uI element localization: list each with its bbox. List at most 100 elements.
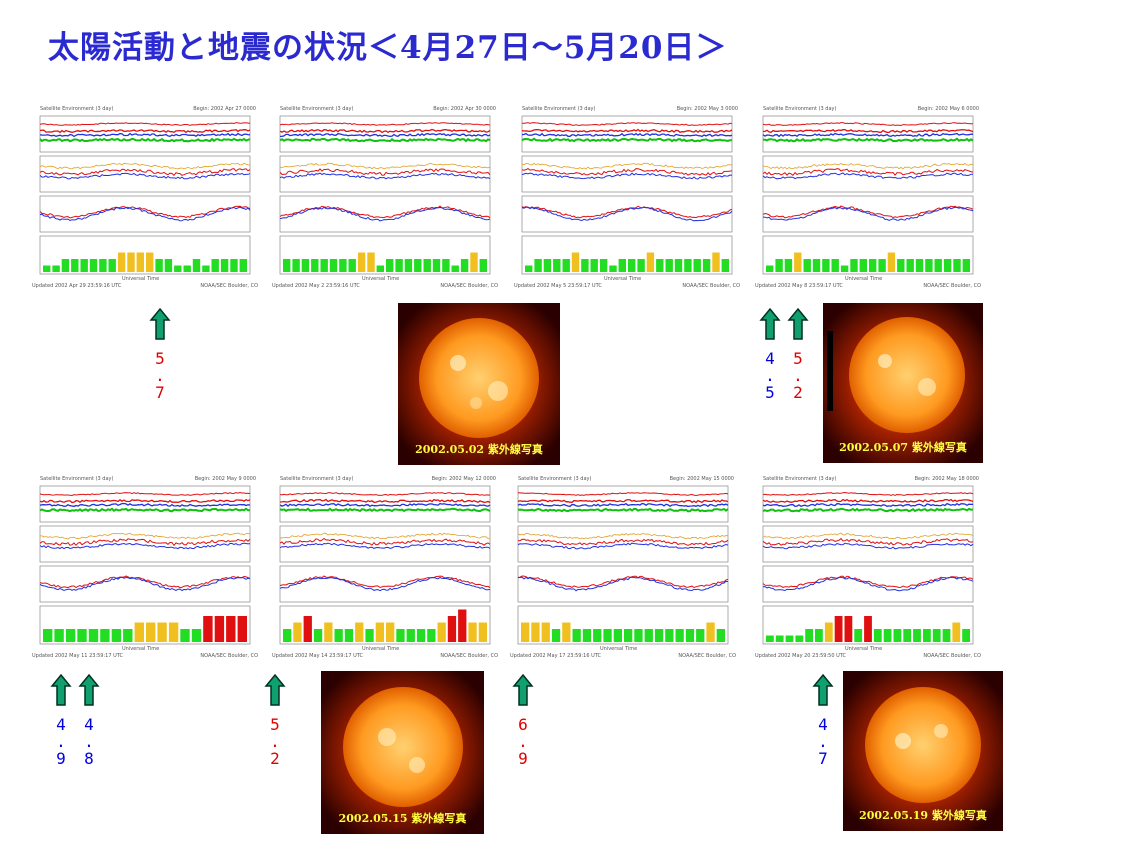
- quake-magnitude: 6.9: [518, 715, 528, 768]
- data-series-line: [521, 206, 733, 222]
- panel-plot: [762, 485, 974, 645]
- kp-index-bar: [168, 622, 179, 642]
- panel-begin-date: Begin: 2002 May 15 0000: [669, 476, 734, 482]
- data-series-line: [279, 122, 491, 126]
- kp-index-bar: [582, 629, 592, 642]
- data-series-line: [39, 129, 251, 134]
- data-series-line: [762, 205, 974, 219]
- kp-index-bar: [831, 259, 839, 272]
- kp-index-bar: [923, 629, 931, 642]
- kp-index-bar: [136, 252, 144, 272]
- panel-begin-date: Begin: 2002 Apr 30 0000: [433, 106, 496, 112]
- kp-index-bar: [447, 616, 457, 642]
- data-series-line: [762, 206, 974, 221]
- kp-index-bar: [815, 629, 823, 642]
- kp-index-bar: [644, 629, 653, 642]
- data-series-line: [762, 507, 974, 513]
- kp-index-bar: [52, 265, 60, 272]
- kp-index-bar: [89, 259, 98, 272]
- kp-index-bar: [654, 629, 664, 642]
- kp-index-bar: [581, 259, 589, 272]
- data-series-line: [39, 205, 251, 219]
- panel-axis-label: Universal Time: [122, 276, 160, 282]
- panel-axis-label: Universal Time: [845, 646, 883, 652]
- kp-index-bar: [878, 259, 886, 272]
- kp-index-bar: [613, 629, 622, 642]
- kp-index-bar: [859, 259, 867, 272]
- data-series-line: [279, 128, 491, 134]
- kp-index-bar: [784, 259, 793, 272]
- plot-frame: [521, 195, 733, 233]
- kp-index-bar: [551, 629, 561, 642]
- kp-index-bar: [406, 629, 415, 642]
- data-series-line: [279, 132, 491, 138]
- kp-index-bar: [603, 629, 612, 642]
- kp-index-bar: [775, 259, 783, 272]
- kp-index-bar: [365, 629, 374, 642]
- kp-index-bar: [395, 259, 403, 272]
- panel-header: Satellite Environment (3 day): [522, 106, 596, 112]
- kp-index-bar: [99, 259, 107, 272]
- data-series-line: [279, 205, 491, 219]
- panel-axis-label: Universal Time: [845, 276, 883, 282]
- plot-frame: [279, 195, 491, 233]
- data-series-line: [521, 137, 732, 143]
- data-series-line: [762, 163, 974, 170]
- kp-index-bar: [220, 259, 229, 272]
- kp-index-bar: [230, 259, 238, 272]
- kp-index-bar: [427, 629, 436, 642]
- kp-index-bar: [416, 629, 426, 642]
- panel-header: Satellite Environment (3 day): [40, 106, 114, 112]
- kp-index-bar: [953, 259, 961, 272]
- data-series-line: [39, 507, 251, 513]
- data-series-line: [40, 532, 251, 540]
- up-arrow-icon: [759, 307, 781, 340]
- kp-index-bar: [674, 259, 683, 272]
- kp-index-bar: [239, 259, 247, 272]
- kp-index-bar: [61, 259, 70, 272]
- kp-index-bar: [883, 629, 892, 642]
- kp-index-bar: [202, 265, 210, 272]
- page-title: 太陽活動と地震の状況＜4月27日～5月20日＞: [48, 30, 728, 66]
- panel-updated-date: Updated 2002 May 8 23:59:17 UTC: [755, 283, 843, 289]
- kp-index-bar: [293, 622, 302, 642]
- kp-index-bar: [906, 259, 914, 272]
- kp-index-bar: [43, 265, 51, 272]
- panel-begin-date: Begin: 2002 May 12 0000: [431, 476, 496, 482]
- kp-index-bar: [432, 259, 441, 272]
- kp-index-bar: [134, 622, 144, 642]
- kp-index-bar: [320, 259, 328, 272]
- data-series-line: [279, 576, 491, 592]
- data-series-line: [762, 128, 974, 134]
- kp-index-bar: [367, 252, 375, 272]
- kp-index-bar: [313, 629, 323, 642]
- panel-updated-date: Updated 2002 May 2 23:59:16 UTC: [272, 283, 360, 289]
- kp-index-bar: [637, 259, 645, 272]
- sun-icon: [398, 303, 560, 465]
- kp-index-bar: [174, 265, 182, 272]
- kp-index-bar: [624, 629, 633, 642]
- data-series-line: [521, 162, 733, 170]
- kp-index-bar: [854, 629, 863, 642]
- data-series-line: [762, 498, 974, 503]
- kp-index-bar: [869, 259, 877, 272]
- panel-plot: [279, 115, 491, 275]
- kp-index-bar: [117, 252, 126, 272]
- kp-index-bar: [696, 629, 705, 642]
- kp-index-bar: [437, 622, 446, 642]
- kp-index-bar: [543, 259, 552, 272]
- panel-begin-date: Begin: 2002 May 6 0000: [917, 106, 979, 112]
- panel-updated-date: Updated 2002 Apr 29 23:59:16 UTC: [32, 283, 122, 289]
- data-series-line: [279, 507, 491, 513]
- data-series-line: [762, 132, 974, 138]
- kp-index-bar: [100, 629, 110, 642]
- panel-plot: [521, 115, 733, 275]
- data-series-line: [517, 502, 729, 508]
- data-series-line: [762, 491, 974, 496]
- sun-uv-image: 2002.05.07 紫外線写真: [823, 303, 983, 463]
- data-series-line: [762, 502, 974, 508]
- satellite-environment-panel: Satellite Environment (3 day) Begin: 2002…: [755, 100, 983, 290]
- plot-frame: [762, 485, 974, 523]
- data-series-line: [521, 122, 733, 126]
- data-series-line: [39, 498, 251, 504]
